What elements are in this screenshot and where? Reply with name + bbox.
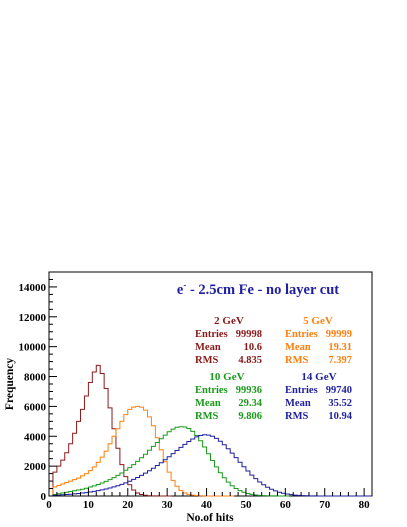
x-tick-label: 10 bbox=[83, 499, 95, 511]
y-tick-label: 8000 bbox=[24, 372, 47, 384]
series-10-gev-histogram bbox=[49, 426, 290, 497]
stats-label-mean: Mean bbox=[285, 398, 311, 409]
stats-box-2-gev: 2 GeV Entries 99998 Mean 10.6 RMS 4.835 bbox=[195, 315, 262, 366]
stats-label-entries: Entries bbox=[285, 329, 318, 340]
y-tick-label: 0 bbox=[41, 491, 47, 503]
stats-value-rms: 7.397 bbox=[328, 355, 352, 366]
y-tick-label: 2000 bbox=[24, 461, 47, 473]
stats-value-rms: 9.806 bbox=[238, 411, 262, 422]
stats-label-rms: RMS bbox=[195, 411, 218, 422]
stats-value-rms: 10.94 bbox=[328, 411, 352, 422]
series-2-gev-histogram bbox=[49, 364, 172, 497]
y-tick-label: 6000 bbox=[24, 401, 47, 413]
stats-box-10-gev: 10 GeV Entries 99936 Mean 29.34 RMS 9.806 bbox=[195, 371, 263, 422]
stats-value-mean: 29.34 bbox=[238, 398, 262, 409]
stats-label-rms: RMS bbox=[195, 355, 218, 366]
x-tick-label: 40 bbox=[201, 499, 213, 511]
stats-label-mean: Mean bbox=[285, 342, 311, 353]
stats-value-mean: 35.52 bbox=[328, 398, 352, 409]
y-tick-label: 12000 bbox=[19, 312, 47, 324]
stats-value-rms: 4.835 bbox=[238, 355, 262, 366]
x-axis-label: No.of hits bbox=[186, 512, 234, 524]
x-tick-label: 20 bbox=[122, 499, 134, 511]
series-14-gev-histogram bbox=[49, 434, 372, 497]
x-tick-label: 70 bbox=[319, 499, 331, 511]
stats-value-mean: 10.6 bbox=[244, 342, 262, 353]
y-axis-label: Frequency bbox=[4, 358, 16, 410]
stats-value-entries: 99999 bbox=[326, 329, 352, 340]
stats-label-entries: Entries bbox=[195, 329, 228, 340]
stats-label-rms: RMS bbox=[285, 355, 308, 366]
stats-title: 14 GeV bbox=[301, 371, 336, 383]
stats-label-entries: Entries bbox=[285, 385, 318, 396]
stats-label-mean: Mean bbox=[195, 342, 221, 353]
x-tick-label: 60 bbox=[280, 499, 292, 511]
stats-title: 2 GeV bbox=[214, 315, 244, 327]
x-tick-label: 80 bbox=[359, 499, 371, 511]
stats-title: 5 GeV bbox=[303, 315, 333, 327]
x-tick-label: 30 bbox=[162, 499, 174, 511]
stats-value-entries: 99740 bbox=[326, 385, 352, 396]
y-tick-label: 10000 bbox=[19, 342, 47, 354]
stats-box-5-gev: 5 GeV Entries 99999 Mean 19.31 RMS 7.397 bbox=[285, 315, 352, 366]
x-tick-label: 0 bbox=[46, 499, 52, 511]
chart-title: e- - 2.5cm Fe - no layer cut bbox=[177, 280, 339, 298]
stats-box-14-gev: 14 GeV Entries 99740 Mean 35.52 RMS 10.94 bbox=[285, 371, 353, 422]
stats-boxes-group: 2 GeV Entries 99998 Mean 10.6 RMS 4.835 5 GeV En… bbox=[195, 315, 353, 422]
y-tick-label: 4000 bbox=[24, 431, 47, 443]
stats-value-entries: 99936 bbox=[236, 385, 262, 396]
axes-group: 0 10 20 30 40 50 60 70 80 0 2000 4000 6000 8000 10000 1… bbox=[19, 278, 373, 511]
stats-title: 10 GeV bbox=[209, 371, 244, 383]
stats-label-mean: Mean bbox=[195, 398, 221, 409]
stats-value-entries: 99998 bbox=[236, 329, 262, 340]
stats-label-rms: RMS bbox=[285, 411, 308, 422]
x-tick-label: 50 bbox=[240, 499, 252, 511]
stats-value-mean: 19.31 bbox=[328, 342, 352, 353]
stats-label-entries: Entries bbox=[195, 385, 228, 396]
y-tick-label: 14000 bbox=[19, 282, 47, 294]
